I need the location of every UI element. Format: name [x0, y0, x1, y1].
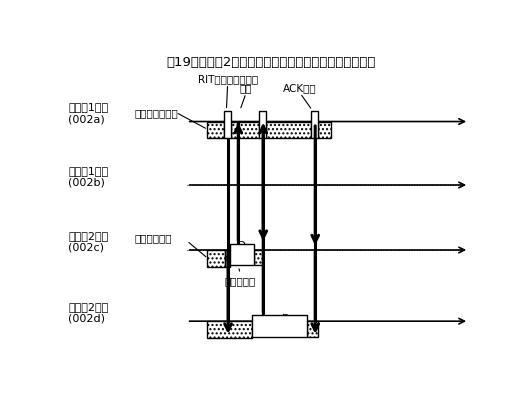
Bar: [307, 321, 318, 337]
Text: 受信: 受信: [240, 83, 252, 93]
Text: ランク2端末
(002d): ランク2端末 (002d): [68, 301, 108, 323]
Text: D: D: [282, 313, 290, 323]
Text: A: A: [312, 113, 318, 122]
Text: D: D: [238, 241, 246, 251]
Bar: [225, 250, 230, 267]
Text: RITリクエスト送信: RITリクエスト送信: [197, 74, 258, 84]
Text: R: R: [224, 113, 230, 122]
Text: ランク1端末
(002a): ランク1端末 (002a): [68, 102, 108, 124]
Bar: [207, 321, 252, 338]
Bar: [231, 122, 259, 138]
Bar: [311, 112, 318, 138]
Bar: [207, 250, 225, 267]
Text: データ送信: データ送信: [225, 275, 256, 285]
Text: 図19　実施例2における上りデータ通信のシーケンス例: 図19 実施例2における上りデータ通信のシーケンス例: [166, 56, 375, 69]
Bar: [259, 112, 266, 138]
Text: ランク1端末
(002b): ランク1端末 (002b): [68, 166, 108, 187]
Text: ランク2端末
(002c): ランク2端末 (002c): [68, 230, 108, 252]
Text: A: A: [259, 113, 266, 122]
Bar: [266, 122, 311, 138]
Text: 受信待ち受け: 受信待ち受け: [135, 233, 172, 243]
Bar: [254, 250, 263, 266]
Bar: [318, 122, 331, 138]
Text: キャリアセンス: キャリアセンス: [135, 108, 178, 118]
Bar: [223, 112, 231, 138]
Bar: [230, 244, 254, 266]
Text: ACK送信: ACK送信: [283, 83, 317, 93]
Bar: [207, 122, 223, 138]
Bar: [252, 315, 307, 337]
